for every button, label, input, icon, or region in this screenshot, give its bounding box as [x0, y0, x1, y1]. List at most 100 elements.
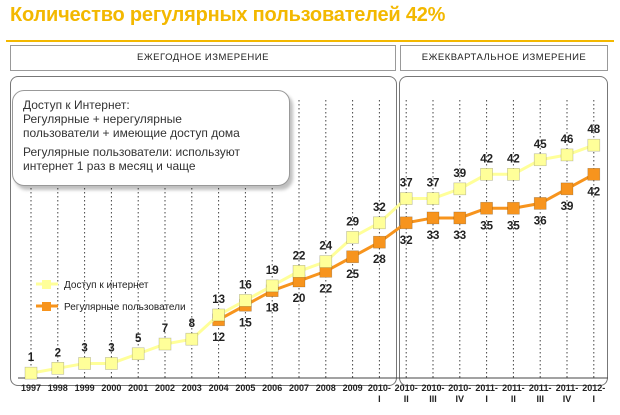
x-tick-label: II [404, 394, 409, 404]
x-tick-label: 2003 [182, 383, 202, 393]
regular-data-label: 35 [480, 220, 493, 232]
internet-data-label: 46 [561, 134, 574, 146]
x-tick-label: 2001 [128, 383, 148, 393]
internet-marker [51, 361, 65, 375]
internet-marker [131, 347, 145, 361]
internet-marker [587, 138, 601, 152]
internet-data-label: 48 [587, 124, 600, 136]
x-tick-label: IV [563, 394, 572, 404]
x-tick-label: 1997 [21, 383, 41, 393]
x-tick-label: 1998 [48, 383, 68, 393]
internet-data-label: 37 [427, 178, 440, 190]
regular-data-label: 15 [239, 317, 252, 329]
internet-marker [239, 294, 252, 307]
internet-marker [373, 216, 386, 230]
internet-marker [292, 264, 306, 278]
internet-data-label: 32 [373, 202, 386, 214]
note-internet-definition: Доступ к Интернет: Регулярные + нерегуля… [23, 98, 240, 140]
regular-data-label: 42 [587, 186, 600, 198]
x-tick-label: 2011- [502, 383, 525, 393]
regular-data-label: 33 [427, 230, 440, 242]
x-tick-label: III [429, 394, 437, 404]
internet-marker [426, 192, 440, 205]
internet-data-label: 39 [453, 168, 466, 180]
internet-data-label: 29 [346, 216, 359, 228]
regular-marker [587, 168, 601, 181]
internet-data-label: 3 [81, 342, 87, 354]
internet-data-label: 45 [534, 139, 547, 151]
regular-marker [346, 250, 359, 264]
internet-data-label: 13 [212, 294, 225, 306]
internet-data-label: 19 [266, 265, 279, 277]
quarterly-panel [399, 76, 608, 386]
page-title: Количество регулярных пользователей 42% [10, 4, 446, 26]
regular-data-label: 39 [561, 201, 574, 213]
legend-internet-label: Доступ к интернет [64, 280, 149, 291]
internet-marker [507, 168, 520, 181]
regular-data-label: 18 [266, 303, 279, 315]
internet-marker [560, 148, 574, 162]
x-tick-label: 2012- [582, 383, 605, 393]
x-tick-label: 2010- [448, 383, 471, 393]
regular-marker [560, 182, 574, 196]
x-tick-label: III [536, 394, 544, 404]
regular-marker [480, 201, 493, 215]
regular-data-label: 33 [453, 230, 466, 242]
x-tick-label: 2002 [155, 383, 175, 393]
internet-marker [533, 153, 547, 167]
internet-data-label: 3 [108, 342, 114, 354]
internet-data-label: 7 [162, 323, 168, 335]
regular-marker [507, 201, 520, 215]
regular-data-label: 22 [319, 283, 332, 295]
internet-marker [78, 357, 91, 370]
internet-data-label: 24 [319, 241, 332, 253]
regular-data-label: 35 [507, 220, 520, 232]
internet-marker [346, 231, 359, 244]
regular-marker [426, 211, 440, 225]
internet-data-label: 16 [239, 279, 252, 291]
internet-marker [105, 357, 118, 370]
regular-marker [399, 216, 413, 230]
note-regular-definition: Регулярные пользователи: используют инте… [23, 145, 241, 173]
internet-data-label: 42 [507, 153, 520, 165]
legend-regular-label: Регулярные пользователи [64, 302, 186, 313]
internet-marker [158, 337, 172, 351]
x-tick-label: 2000 [101, 383, 121, 393]
internet-marker [212, 308, 225, 322]
title-rule [6, 40, 614, 42]
regular-data-label: 12 [212, 332, 225, 344]
x-tick-label: 2010- [421, 383, 444, 393]
x-tick-label: 2008 [316, 383, 336, 393]
internet-data-label: 2 [55, 347, 61, 359]
x-tick-label: I [378, 394, 381, 404]
x-tick-label: I [485, 394, 488, 404]
regular-marker [533, 197, 547, 210]
x-tick-label: 2010- [395, 383, 418, 393]
internet-data-label: 5 [135, 333, 142, 345]
definitions-note: Доступ к Интернет: Регулярные + нерегуля… [12, 90, 290, 186]
internet-marker [24, 366, 38, 380]
internet-data-label: 1 [28, 352, 35, 364]
internet-data-label: 37 [400, 178, 413, 190]
legend-internet-marker [42, 280, 51, 289]
x-tick-label: 2011- [475, 383, 498, 393]
x-tick-label: 2009 [343, 383, 363, 393]
x-tick-label: 1999 [75, 383, 95, 393]
x-tick-label: 2006 [262, 383, 282, 393]
internet-marker [185, 332, 199, 346]
legend-regular-marker [42, 302, 51, 311]
regular-data-label: 32 [400, 235, 413, 247]
x-tick-label: 2004 [209, 383, 229, 393]
x-tick-label: IV [456, 394, 465, 404]
internet-data-label: 22 [293, 250, 306, 262]
regular-marker [453, 211, 467, 225]
x-tick-label: 2007 [289, 383, 309, 393]
internet-marker [480, 168, 493, 181]
regular-data-label: 20 [293, 293, 306, 305]
x-tick-label: 2010- [368, 383, 391, 393]
regular-data-label: 28 [373, 254, 386, 266]
internet-marker [265, 279, 279, 293]
x-tick-label: II [511, 394, 516, 404]
quarterly-period-header: ЕЖЕКВАРТАЛЬНОЕ ИЗМЕРЕНИЕ [400, 45, 608, 71]
internet-data-label: 42 [480, 153, 493, 165]
